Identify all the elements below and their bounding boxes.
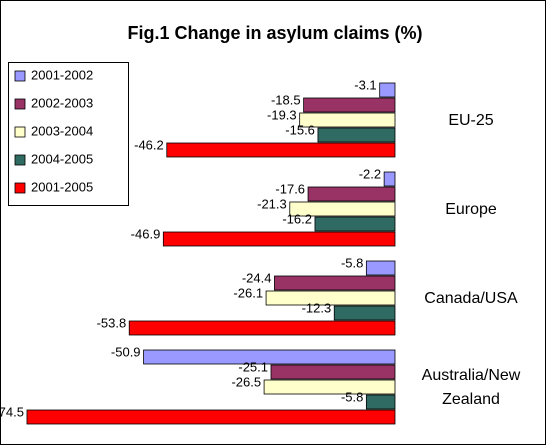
data-label: -5.8 (341, 389, 363, 404)
data-label: -3.1 (354, 77, 376, 92)
bar (365, 394, 396, 410)
bar (265, 290, 396, 306)
bar (263, 379, 396, 395)
data-label: -25.1 (238, 359, 268, 374)
bar (365, 260, 396, 276)
category-label: Europe (445, 200, 497, 218)
category-label: Canada/USA (424, 289, 518, 307)
bar (379, 82, 396, 98)
legend-swatch (14, 126, 26, 138)
legend-label: 2001-2005 (31, 179, 93, 194)
data-label: -46.9 (131, 226, 161, 241)
bar (383, 171, 396, 187)
bar (317, 127, 396, 143)
bar (270, 364, 396, 380)
chart-title: Fig.1 Change in asylum claims (%) (127, 23, 422, 43)
legend-swatch (14, 98, 26, 110)
data-label: -26.5 (231, 374, 261, 389)
bar (299, 112, 396, 128)
category-label: EU-25 (448, 111, 494, 129)
data-label: -2.2 (359, 166, 381, 181)
data-label: -18.5 (271, 92, 301, 107)
bar (143, 349, 396, 365)
legend-swatch (14, 70, 26, 82)
bar (166, 142, 396, 158)
bar (162, 231, 396, 247)
bar (314, 216, 396, 232)
data-label: -24.4 (242, 270, 272, 285)
data-label: -12.3 (302, 300, 332, 315)
data-label: -19.3 (267, 107, 297, 122)
data-label: -21.3 (257, 196, 287, 211)
bar (26, 409, 396, 425)
legend-label: 2003-2004 (31, 123, 93, 138)
legend-label: 2001-2002 (31, 67, 93, 82)
legend-label: 2002-2003 (31, 95, 93, 110)
legend-swatch (14, 154, 26, 166)
data-label: -50.9 (111, 344, 141, 359)
bar (289, 201, 396, 217)
bar (274, 275, 396, 291)
data-label: -53.8 (97, 315, 127, 330)
bar (128, 320, 396, 336)
data-label: -74.5 (0, 404, 24, 419)
bar (307, 186, 396, 202)
data-label: -15.6 (285, 122, 315, 137)
legend-label: 2004-2005 (31, 151, 93, 166)
data-label: -16.2 (282, 211, 312, 226)
data-label: -26.1 (233, 285, 263, 300)
data-label: -46.2 (134, 137, 164, 152)
data-label: -5.8 (341, 255, 363, 270)
legend-swatch (14, 182, 26, 194)
data-label: -17.6 (275, 181, 305, 196)
bar (303, 97, 396, 113)
bar (333, 305, 396, 321)
legend-box (8, 62, 129, 206)
category-label: Australia/New Zealand (421, 366, 521, 408)
